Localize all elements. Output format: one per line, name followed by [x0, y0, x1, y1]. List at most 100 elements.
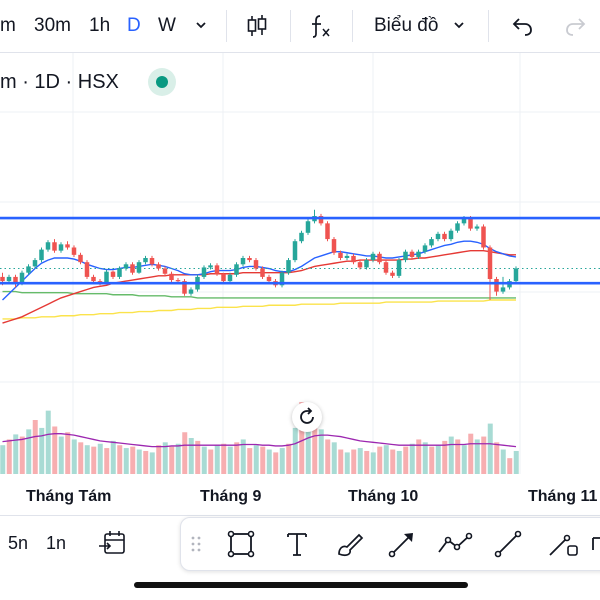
- volume-bar: [357, 448, 363, 474]
- candle: [383, 262, 389, 273]
- volume-bar: [175, 443, 181, 474]
- volume-bar: [461, 445, 467, 474]
- volume-bar: [221, 443, 227, 474]
- volume-bar: [45, 410, 51, 474]
- ma-green-line: [2, 290, 516, 299]
- candle: [182, 281, 187, 294]
- candle: [286, 260, 291, 273]
- candles: [0, 209, 519, 300]
- volume-bar: [136, 449, 142, 474]
- volume-bar: [234, 442, 240, 474]
- candle: [32, 260, 38, 267]
- volume-bar: [344, 452, 350, 474]
- volume-bar: [104, 448, 110, 474]
- drawing-toolbar: [180, 517, 600, 571]
- volume-bar: [13, 434, 19, 474]
- candle: [156, 264, 161, 269]
- volume-bar: [325, 439, 331, 474]
- xaxis-label: Tháng 9: [200, 488, 262, 505]
- volume-bar: [364, 450, 370, 474]
- text-tool-icon[interactable]: [281, 528, 313, 560]
- volume-bar: [409, 443, 415, 474]
- arrow-tool-icon[interactable]: [385, 528, 419, 560]
- candle: [45, 242, 51, 250]
- divider: [488, 10, 489, 42]
- redo-icon[interactable]: [564, 15, 588, 37]
- candle: [91, 276, 96, 282]
- range-1d[interactable]: 1n: [46, 533, 67, 553]
- volume-bar: [253, 445, 259, 474]
- range-5d[interactable]: 5n: [8, 533, 29, 553]
- price-chart[interactable]: [0, 52, 600, 515]
- volume-bar: [182, 432, 188, 474]
- volume-bar: [487, 423, 493, 474]
- volume-bar: [318, 429, 324, 474]
- volume-bar: [507, 458, 513, 474]
- volume-bar: [240, 439, 246, 474]
- drag-handle-icon[interactable]: [191, 536, 201, 552]
- volume-bar: [292, 427, 298, 474]
- candle: [234, 264, 239, 275]
- candle: [370, 253, 376, 261]
- candle: [474, 226, 480, 229]
- volume-bar: [162, 442, 168, 474]
- indicators-fx-icon[interactable]: [306, 12, 334, 40]
- volume-bar: [312, 412, 318, 474]
- candle: [266, 276, 272, 282]
- more-tools-icon[interactable]: [591, 528, 600, 560]
- candle: [279, 272, 285, 286]
- chevron-down-icon[interactable]: [194, 18, 208, 32]
- timeframe-day[interactable]: D: [127, 15, 141, 36]
- candle: [0, 276, 5, 282]
- volume-bar: [97, 443, 103, 474]
- volume-bar: [494, 442, 500, 474]
- undo-icon[interactable]: [510, 15, 534, 37]
- volume-bar: [396, 450, 402, 474]
- candle: [455, 223, 460, 231]
- candle: [448, 230, 454, 240]
- volume-bar: [52, 426, 58, 474]
- trend-line-tool-icon[interactable]: [491, 528, 525, 560]
- candle: [65, 244, 70, 248]
- candle: [442, 233, 447, 240]
- candle: [468, 218, 473, 229]
- volume-bar: [26, 429, 32, 474]
- timeframe-1h[interactable]: 1h: [89, 15, 111, 36]
- volume-bar: [32, 420, 38, 474]
- candle: [39, 249, 44, 261]
- timeframe-minutes[interactable]: m: [0, 15, 16, 36]
- timeframe-30m[interactable]: 30m: [34, 15, 71, 36]
- candle: [19, 272, 25, 284]
- chart-type-button[interactable]: Biểu đồ: [374, 15, 439, 36]
- rectangle-tool-icon[interactable]: [225, 528, 257, 560]
- candle: [461, 218, 467, 224]
- volume-bar: [260, 446, 266, 474]
- go-to-date-icon[interactable]: [98, 530, 128, 558]
- volume-bar: [110, 440, 116, 474]
- volume-bar: [117, 445, 123, 474]
- candle: [175, 280, 181, 282]
- brush-tool-icon[interactable]: [333, 528, 367, 560]
- chevron-down-icon[interactable]: [452, 18, 466, 32]
- timeframe-week[interactable]: W: [158, 15, 176, 36]
- candle: [390, 272, 395, 276]
- candle: [338, 252, 343, 258]
- candles-icon[interactable]: [244, 13, 270, 39]
- volume-bar: [84, 445, 90, 474]
- volume-bar: [305, 406, 311, 474]
- candle: [6, 276, 12, 282]
- volume-bar: [338, 449, 344, 474]
- path-tool-icon[interactable]: [435, 528, 475, 560]
- reset-chart-button[interactable]: [292, 402, 322, 432]
- candle: [71, 247, 77, 255]
- volume-bar: [442, 440, 448, 474]
- volume-bar: [214, 445, 220, 474]
- candle: [325, 223, 330, 240]
- candle: [357, 262, 363, 268]
- candle: [481, 226, 486, 248]
- volume-bar: [513, 450, 519, 474]
- ray-tool-icon[interactable]: [545, 528, 581, 560]
- candle: [13, 276, 18, 284]
- candle: [299, 232, 304, 242]
- candle: [429, 239, 434, 246]
